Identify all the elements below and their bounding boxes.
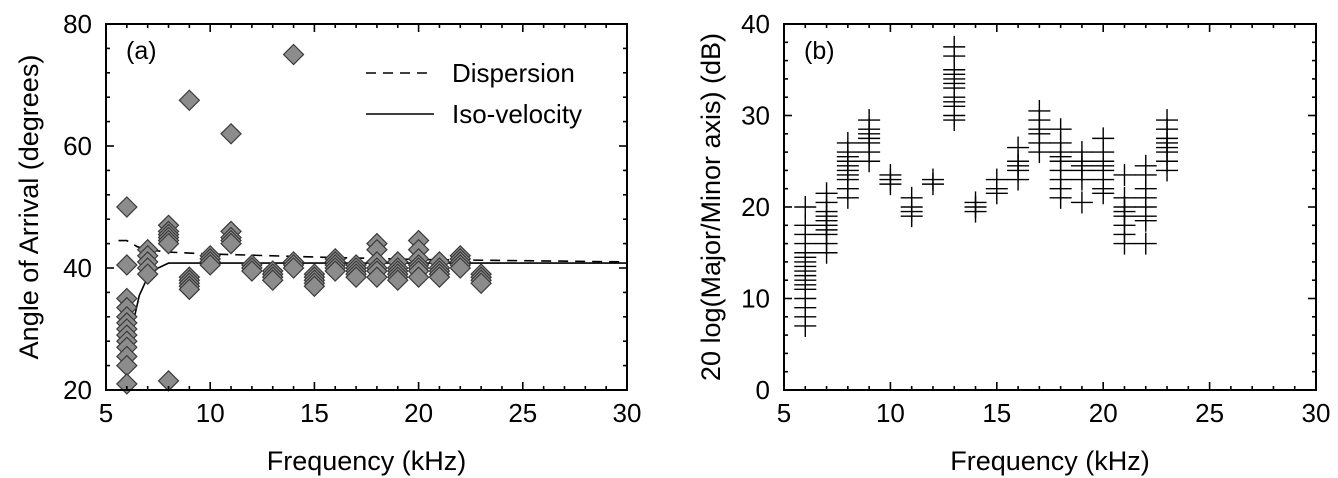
data-point-diamond bbox=[428, 266, 451, 288]
data-point-plus bbox=[1070, 191, 1093, 214]
data-point-diamond bbox=[282, 43, 305, 66]
panel-b-y-axis-label: 20 log(Major/Minor axis) (dB) bbox=[696, 33, 726, 381]
data-point-plus bbox=[900, 205, 923, 228]
data-point-diamond bbox=[178, 278, 201, 301]
panel-a-y-axis-label: Angle of Arrival (degrees) bbox=[14, 55, 44, 360]
legend-iso-velocity-label: Iso-velocity bbox=[452, 99, 582, 129]
data-point-diamond bbox=[449, 257, 472, 279]
y-tick-label: 20 bbox=[63, 375, 92, 405]
y-tick-label: 30 bbox=[741, 101, 770, 131]
data-point-diamond bbox=[261, 269, 284, 292]
data-point-diamond bbox=[324, 260, 347, 282]
y-tick-label: 60 bbox=[63, 131, 92, 161]
x-tick-label: 15 bbox=[982, 398, 1011, 428]
data-point-plus bbox=[985, 182, 1008, 205]
panel-a-marks bbox=[115, 43, 628, 395]
dispersion-curve bbox=[118, 239, 628, 263]
data-point-diamond bbox=[115, 373, 138, 395]
panel-b-marks bbox=[794, 35, 1179, 337]
data-point-diamond bbox=[136, 263, 159, 285]
x-tick-label: 20 bbox=[404, 398, 433, 428]
panel-b-chart: 5 10 15 20 25 30 0 10 20 30 40 (b) Frequency (kHz)… bbox=[696, 9, 1330, 476]
data-point-plus bbox=[964, 200, 987, 223]
data-point-plus bbox=[879, 173, 902, 196]
data-point-diamond bbox=[366, 266, 388, 288]
x-tick-label: 30 bbox=[613, 398, 642, 428]
x-tick-label: 30 bbox=[1302, 398, 1331, 428]
data-point-diamond bbox=[157, 232, 180, 255]
data-point-diamond bbox=[345, 266, 367, 288]
data-point-plus bbox=[794, 314, 817, 337]
data-point-diamond bbox=[220, 232, 242, 255]
x-tick-label: 10 bbox=[196, 398, 225, 428]
data-point-diamond bbox=[199, 254, 222, 276]
y-tick-label: 80 bbox=[63, 9, 92, 39]
x-tick-label: 25 bbox=[508, 398, 537, 428]
data-point-plus bbox=[815, 241, 838, 264]
data-point-plus bbox=[1113, 163, 1136, 186]
data-point-plus bbox=[921, 173, 944, 196]
y-tick-label: 40 bbox=[741, 9, 770, 39]
x-tick-label: 10 bbox=[876, 398, 905, 428]
x-tick-label: 5 bbox=[99, 398, 113, 428]
data-point-plus bbox=[943, 109, 966, 132]
panel-b-x-axis-label: Frequency (kHz) bbox=[950, 446, 1150, 476]
panel-a-axes-frame bbox=[105, 23, 628, 391]
y-tick-label: 0 bbox=[756, 375, 770, 405]
y-tick-label: 40 bbox=[63, 253, 92, 283]
data-point-plus bbox=[1134, 209, 1157, 232]
data-point-diamond bbox=[178, 89, 201, 112]
y-tick-label: 20 bbox=[741, 192, 770, 222]
panel-a-label: (a) bbox=[126, 37, 157, 65]
data-point-plus bbox=[858, 150, 881, 173]
data-point-plus bbox=[1049, 186, 1072, 209]
data-point-diamond bbox=[470, 272, 492, 295]
data-point-plus bbox=[1070, 168, 1093, 191]
data-point-diamond bbox=[407, 266, 430, 288]
data-point-plus bbox=[1028, 141, 1051, 164]
data-point-diamond bbox=[241, 260, 263, 282]
data-point-diamond bbox=[303, 275, 326, 298]
data-point-plus bbox=[1092, 182, 1115, 205]
panel-b-label: (b) bbox=[804, 37, 835, 65]
data-point-diamond bbox=[386, 269, 409, 292]
x-tick-label: 25 bbox=[1195, 398, 1224, 428]
panel-a-ticks: 5 10 15 20 25 30 20 40 60 80 bbox=[63, 9, 641, 428]
data-point-plus bbox=[1134, 232, 1157, 255]
x-tick-label: 20 bbox=[1089, 398, 1118, 428]
data-point-diamond bbox=[115, 196, 138, 218]
data-point-diamond bbox=[282, 257, 305, 279]
data-point-plus bbox=[1156, 159, 1179, 182]
panel-a-legend: Dispersion Iso-velocity bbox=[366, 58, 582, 129]
panel-a-x-axis-label: Frequency (kHz) bbox=[267, 446, 467, 476]
panel-b-ticks: 5 10 15 20 25 30 0 10 20 30 40 bbox=[741, 9, 1330, 428]
x-tick-label: 15 bbox=[300, 398, 329, 428]
data-point-diamond bbox=[115, 254, 138, 276]
panel-b-axes-frame bbox=[783, 23, 1317, 391]
data-point-plus bbox=[1007, 168, 1030, 191]
x-tick-label: 5 bbox=[777, 398, 791, 428]
legend-dispersion-label: Dispersion bbox=[452, 58, 575, 88]
data-point-diamond bbox=[220, 122, 242, 145]
data-point-plus bbox=[1113, 232, 1136, 255]
data-point-plus bbox=[836, 186, 859, 209]
y-tick-label: 10 bbox=[741, 284, 770, 314]
